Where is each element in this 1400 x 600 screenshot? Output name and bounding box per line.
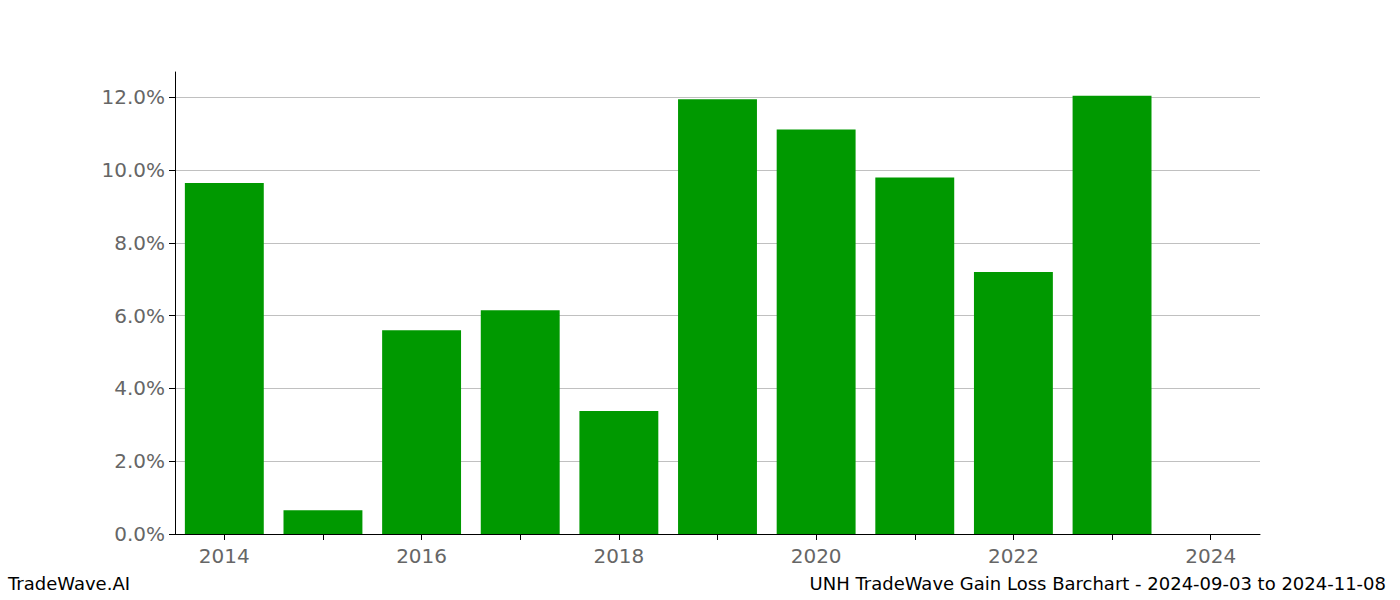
svg-text:2018: 2018 (593, 544, 644, 568)
svg-text:4.0%: 4.0% (114, 376, 165, 400)
svg-text:2022: 2022 (988, 544, 1039, 568)
svg-text:12.0%: 12.0% (101, 85, 165, 109)
svg-text:2014: 2014 (199, 544, 250, 568)
svg-text:TradeWave.AI: TradeWave.AI (7, 573, 130, 594)
svg-text:0.0%: 0.0% (114, 522, 165, 546)
svg-text:2024: 2024 (1185, 544, 1236, 568)
svg-text:2.0%: 2.0% (114, 449, 165, 473)
svg-text:2016: 2016 (396, 544, 447, 568)
svg-text:8.0%: 8.0% (114, 231, 165, 255)
svg-text:2020: 2020 (791, 544, 842, 568)
svg-text:UNH TradeWave Gain Loss Barcha: UNH TradeWave Gain Loss Barchart - 2024-… (810, 573, 1386, 594)
svg-text:6.0%: 6.0% (114, 304, 165, 328)
svg-text:10.0%: 10.0% (101, 158, 165, 182)
